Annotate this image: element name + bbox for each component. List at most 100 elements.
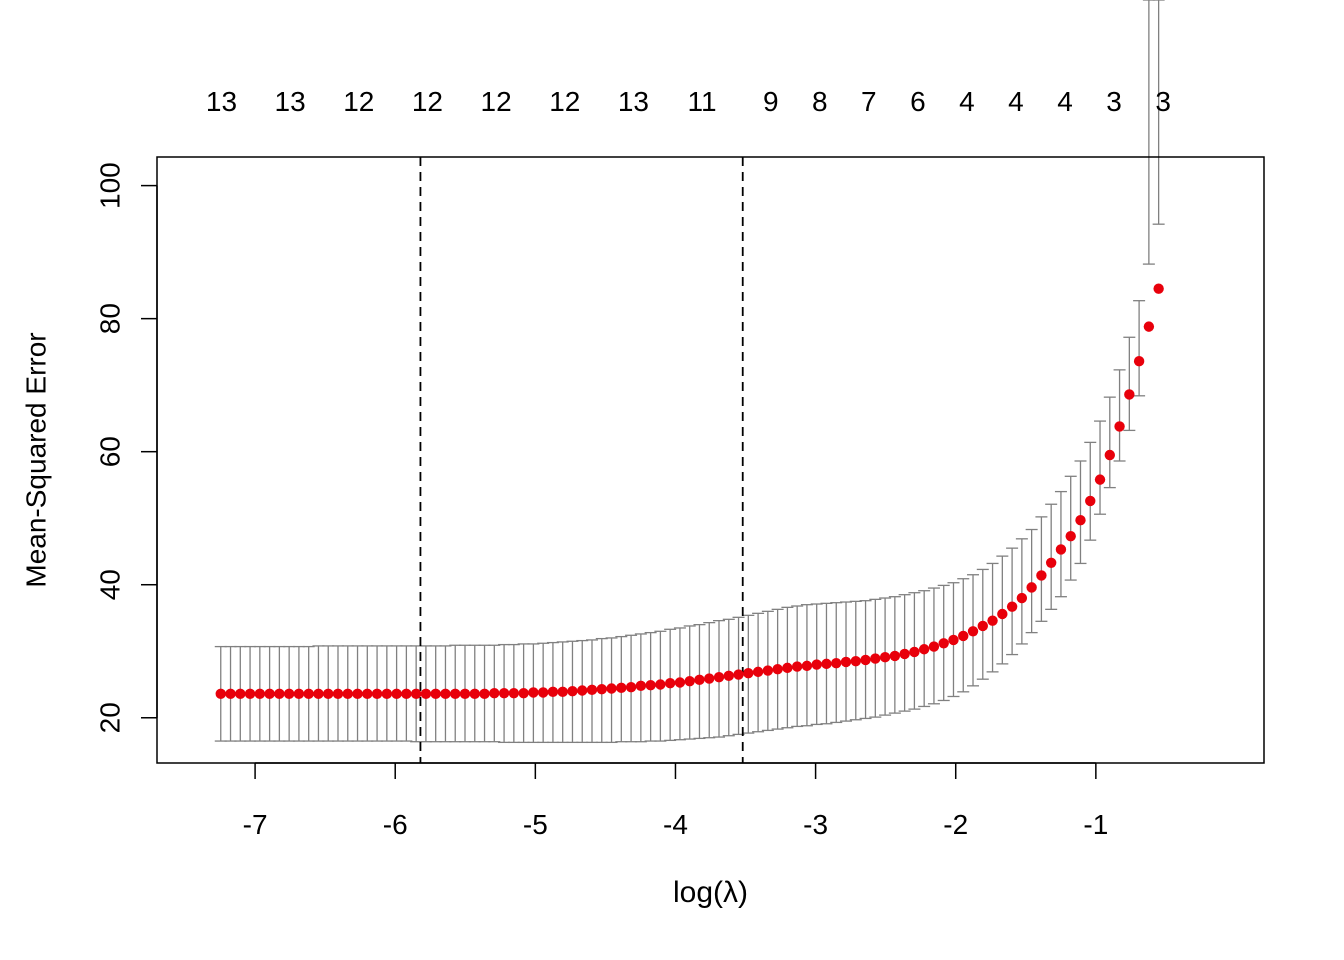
y-tick-label: 100 <box>95 162 126 209</box>
error-bar <box>1094 420 1107 515</box>
cv-point <box>635 680 647 692</box>
y-tick-label: 40 <box>95 569 126 600</box>
cv-point <box>1006 601 1018 612</box>
cv-point <box>977 620 988 632</box>
cv-point <box>274 688 285 700</box>
cv-point <box>440 688 451 700</box>
cv-point <box>518 687 529 699</box>
cv-point <box>674 677 686 688</box>
error-bar <box>1025 528 1038 634</box>
cv-point <box>264 688 275 700</box>
cv-point <box>479 688 490 700</box>
cv-point <box>860 654 871 666</box>
cv-point <box>342 688 353 700</box>
cv-point <box>586 684 598 696</box>
top-axis-label: 9 <box>763 86 779 117</box>
cv-point <box>918 644 930 655</box>
y-axis-label: Mean-Squared Error <box>21 332 52 587</box>
cv-point <box>987 615 998 626</box>
cv-point <box>313 688 324 700</box>
x-tick-label: -6 <box>383 809 408 840</box>
error-bar <box>1015 538 1028 645</box>
cv-point <box>391 688 402 700</box>
x-axis-label: log(λ) <box>673 876 748 909</box>
cv-point <box>723 670 734 682</box>
x-tick-label: -1 <box>1083 809 1108 840</box>
cv-point <box>821 658 832 670</box>
error-bar <box>1064 475 1077 581</box>
cv-point <box>1045 557 1057 568</box>
top-axis-label: 12 <box>412 86 443 117</box>
top-axis-label: 13 <box>275 86 306 117</box>
top-axis-label: 3 <box>1155 86 1171 117</box>
cv-point <box>831 658 842 669</box>
cv-point <box>332 688 344 700</box>
cv-point <box>616 682 627 694</box>
cv-point <box>362 688 373 700</box>
cv-point <box>498 687 510 699</box>
cv-point <box>625 681 637 693</box>
cv-point <box>225 688 236 700</box>
cv-point <box>547 686 559 698</box>
cv-point <box>577 685 588 696</box>
top-axis-label: 12 <box>481 86 512 117</box>
cv-point <box>694 674 705 686</box>
cv-point <box>401 688 412 700</box>
cv-point <box>664 677 676 689</box>
cv-point <box>283 688 295 700</box>
top-axis-label: 7 <box>861 86 877 117</box>
top-axis-label: 12 <box>343 86 374 117</box>
top-axis-label: 13 <box>618 86 649 117</box>
cv-point <box>235 688 246 700</box>
cv-point <box>1094 474 1106 485</box>
cv-point <box>1055 544 1067 555</box>
cv-point <box>459 688 471 700</box>
cv-point <box>352 688 363 700</box>
cv-point <box>655 679 666 690</box>
cv-point <box>450 688 461 700</box>
x-axis: -7 -6 -5 -4 -3 -2 -1 <box>243 762 1108 840</box>
cv-point <box>743 667 754 679</box>
cv-point <box>410 688 422 700</box>
cv-point <box>469 688 480 700</box>
top-axis-label: 4 <box>1008 86 1024 117</box>
cv-point <box>840 656 852 668</box>
cv-point <box>1153 283 1164 294</box>
cv-point <box>782 662 793 674</box>
cv-point <box>850 656 861 667</box>
cv-point <box>557 686 568 698</box>
top-axis-nonzero-counts: 13 13 12 12 12 12 13 11 9 8 7 6 4 4 4 3 3 <box>206 86 1171 117</box>
cv-point <box>997 608 1008 620</box>
cv-point <box>1016 592 1028 604</box>
cv-point <box>1075 515 1086 526</box>
cv-point <box>870 653 881 664</box>
error-bar <box>1113 369 1126 462</box>
cv-point <box>508 687 520 699</box>
cv-point <box>909 646 920 658</box>
error-bar <box>1123 336 1136 432</box>
cv-point <box>1085 495 1096 507</box>
cv-point <box>293 688 305 700</box>
cv-point <box>772 664 783 675</box>
cv-point <box>528 687 539 698</box>
cv-point <box>323 688 334 700</box>
cv-point <box>684 675 695 687</box>
error-bar <box>1006 547 1019 656</box>
cv-point <box>811 659 822 670</box>
cv-point <box>1133 356 1145 367</box>
cv-point <box>1143 321 1155 332</box>
cv-point <box>938 638 949 649</box>
cv-point <box>791 661 803 672</box>
y-tick-label: 80 <box>95 303 126 334</box>
cv-point <box>948 634 959 646</box>
x-tick-label: -2 <box>943 809 968 840</box>
top-axis-label: 4 <box>1057 86 1073 117</box>
cv-point <box>215 688 226 700</box>
cv-point <box>1114 421 1125 432</box>
error-bar <box>1103 396 1116 489</box>
y-axis: 20 40 60 80 100 <box>95 162 158 733</box>
error-bar <box>1084 441 1097 541</box>
y-tick-label: 60 <box>95 436 126 467</box>
top-axis-label: 3 <box>1106 86 1122 117</box>
error-bar <box>1074 460 1087 565</box>
